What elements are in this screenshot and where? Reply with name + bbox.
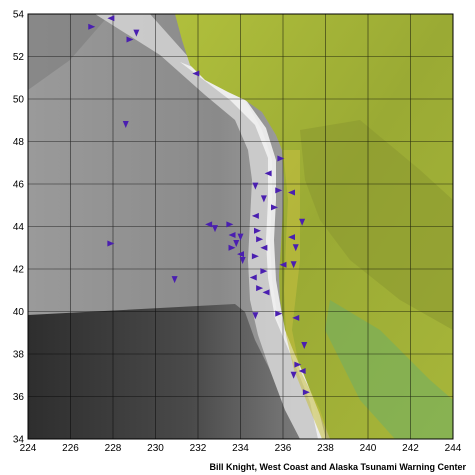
map-area bbox=[28, 14, 453, 439]
x-tick-label: 236 bbox=[275, 443, 292, 454]
tsunami-marker bbox=[251, 253, 259, 260]
tsunami-marker bbox=[277, 155, 285, 162]
plot-frame bbox=[27, 13, 454, 440]
land-highlands bbox=[300, 120, 453, 330]
x-tick-label: 234 bbox=[232, 443, 249, 454]
tsunami-marker bbox=[271, 204, 278, 211]
tsunami-marker bbox=[171, 276, 178, 284]
x-tick-label: 232 bbox=[190, 443, 207, 454]
tsunami-marker bbox=[233, 240, 240, 247]
deep-ocean-basin bbox=[28, 304, 300, 439]
tsunami-marker bbox=[288, 234, 295, 241]
tsunami-marker bbox=[228, 244, 236, 251]
y-tick-label: 44 bbox=[13, 222, 25, 233]
tsunami-marker bbox=[251, 212, 259, 219]
x-tick-label: 242 bbox=[402, 443, 419, 454]
tsunami-marker bbox=[122, 121, 129, 128]
tsunami-marker bbox=[275, 310, 283, 317]
tsunami-marker bbox=[290, 371, 297, 379]
y-tick-label: 34 bbox=[13, 435, 25, 446]
y-tick-label: 42 bbox=[13, 265, 25, 276]
tsunami-marker bbox=[260, 268, 268, 275]
tsunami-marker bbox=[133, 29, 140, 37]
tsunami-marker bbox=[262, 289, 270, 296]
tsunami-marker bbox=[302, 389, 310, 396]
tsunami-marker bbox=[252, 182, 259, 190]
tsunami-marker bbox=[126, 36, 134, 43]
tsunami-marker bbox=[107, 240, 115, 247]
tsunami-marker bbox=[256, 285, 264, 292]
y-tick-label: 50 bbox=[13, 95, 25, 106]
x-tick-label: 238 bbox=[317, 443, 334, 454]
tsunami-marker bbox=[279, 261, 287, 268]
x-tick-label: 224 bbox=[20, 443, 37, 454]
y-tick-label: 48 bbox=[13, 137, 25, 148]
tsunami-marker bbox=[299, 218, 306, 226]
tsunami-marker bbox=[237, 251, 244, 258]
tsunami-marker bbox=[275, 187, 283, 194]
x-tick-label: 244 bbox=[445, 443, 462, 454]
tsunami-marker bbox=[264, 170, 272, 177]
tsunami-marker bbox=[212, 225, 218, 233]
tsunami-marker bbox=[292, 314, 300, 321]
tsunami-marker bbox=[192, 70, 200, 77]
tsunami-marker bbox=[239, 257, 246, 264]
tsunami-marker bbox=[301, 342, 308, 349]
x-tick-label: 240 bbox=[360, 443, 377, 454]
tsunami-marker bbox=[288, 189, 295, 196]
credit-text: Bill Knight, West Coast and Alaska Tsuna… bbox=[209, 462, 466, 472]
x-tick-label: 226 bbox=[62, 443, 79, 454]
tsunami-marker bbox=[226, 221, 234, 228]
tsunami-marker bbox=[107, 15, 115, 22]
land-coastal-lowland bbox=[325, 300, 453, 439]
graticule bbox=[28, 14, 453, 439]
y-tick-label: 38 bbox=[13, 350, 25, 361]
tsunami-marker bbox=[254, 227, 261, 234]
tsunami-marker-layer bbox=[88, 15, 310, 396]
upper-ocean-shading bbox=[28, 14, 110, 90]
tsunami-marker bbox=[290, 261, 297, 269]
tsunami-marker bbox=[260, 244, 268, 251]
y-tick-label: 54 bbox=[13, 10, 25, 21]
tsunami-marker bbox=[294, 361, 302, 368]
tsunami-marker bbox=[205, 221, 213, 228]
x-tick-label: 228 bbox=[105, 443, 122, 454]
x-tick-label: 230 bbox=[147, 443, 164, 454]
tsunami-marker bbox=[252, 312, 259, 320]
y-tick-label: 40 bbox=[13, 307, 25, 318]
tsunami-marker bbox=[256, 236, 264, 243]
tsunami-marker bbox=[228, 232, 236, 238]
tsunami-marker bbox=[292, 244, 299, 252]
tsunami-marker bbox=[298, 368, 306, 374]
continental-shelf bbox=[95, 14, 322, 439]
y-axis-ticks: 54 52 50 48 46 44 42 40 38 36 34 bbox=[13, 10, 25, 446]
tsunami-marker bbox=[249, 274, 257, 281]
tsunami-marker bbox=[260, 195, 267, 203]
tsunami-marker bbox=[237, 233, 244, 241]
y-tick-label: 52 bbox=[13, 52, 25, 63]
tsunami-marker bbox=[88, 23, 96, 30]
x-axis-ticks: 224 226 228 230 232 234 236 238 240 242 244 bbox=[20, 443, 462, 454]
y-tick-label: 36 bbox=[13, 392, 25, 403]
y-tick-label: 46 bbox=[13, 180, 25, 191]
